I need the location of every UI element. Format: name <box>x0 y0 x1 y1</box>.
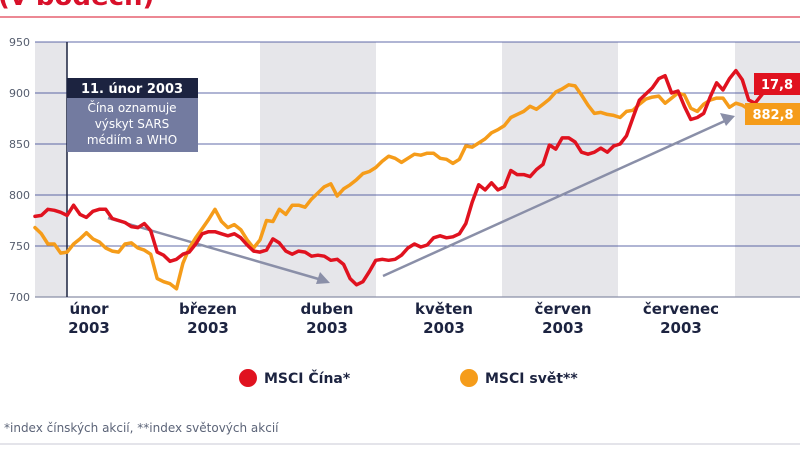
end-label-china: 17,8 <box>761 78 793 93</box>
y-tick-label: 950 <box>9 36 30 49</box>
end-labels: 17,8 882,8 <box>745 73 800 125</box>
series-lines <box>33 68 770 291</box>
x-tick-label-year: 2003 <box>660 319 702 337</box>
end-label-world: 882,8 <box>752 108 793 123</box>
y-axis-ticks: 700 750 800 850 900 950 <box>9 36 30 304</box>
legend-label-world: MSCI svět** <box>485 371 578 387</box>
legend-marker-world <box>460 369 478 387</box>
trend-arrow-down-head <box>316 272 330 284</box>
trend-arrows <box>107 113 735 284</box>
x-tick-label-year: 2003 <box>542 319 584 337</box>
legend: MSCI Čína* MSCI svět** <box>239 369 578 387</box>
end-label-world-bg <box>745 103 800 125</box>
y-tick-label: 850 <box>9 138 30 151</box>
annotation-line-2: výskyt SARS <box>95 117 170 131</box>
y-tick-label: 900 <box>9 87 30 100</box>
trend-arrow-up <box>382 118 728 278</box>
y-tick-label: 750 <box>9 240 30 253</box>
x-tick-label-year: 2003 <box>306 319 348 337</box>
annotation-body-bg <box>67 98 198 152</box>
x-axis-labels: únor 2003 březen 2003 duben 2003 květen … <box>68 300 719 337</box>
x-tick-label-year: 2003 <box>423 319 465 337</box>
chart-title: (v bodech) <box>0 0 154 12</box>
annotation-title: 11. únor 2003 <box>81 82 183 97</box>
y-tick-label: 800 <box>9 189 30 202</box>
y-tick-label: 700 <box>9 291 30 304</box>
series-line-msci-china <box>33 68 770 287</box>
x-tick-label-year: 2003 <box>68 319 110 337</box>
legend-label-china: MSCI Čína* <box>264 369 351 387</box>
x-tick-label-month: červenec <box>643 300 719 318</box>
band-may <box>502 42 618 297</box>
x-tick-label-year: 2003 <box>187 319 229 337</box>
end-label-china-bg <box>754 73 800 95</box>
x-tick-label-month: duben <box>300 300 353 318</box>
x-tick-label-month: březen <box>179 300 237 318</box>
legend-marker-china <box>239 369 257 387</box>
x-tick-label-month: únor <box>69 300 109 318</box>
trend-arrow-up-head <box>720 113 735 126</box>
annotation-header-bg <box>67 78 198 98</box>
series-line-msci-world <box>33 83 770 291</box>
band-jan <box>35 42 67 297</box>
x-tick-label-month: červen <box>534 300 591 318</box>
footnote: *index čínských akcií, **index světových… <box>4 421 279 435</box>
event-annotation: 11. únor 2003 Čína oznamuje výskyt SARS … <box>67 78 198 152</box>
band-mar <box>260 42 376 297</box>
trend-arrow-down <box>107 216 323 282</box>
annotation-line-1: Čína oznamuje <box>87 100 176 115</box>
annotation-line-3: médiím a WHO <box>87 133 177 147</box>
x-tick-label-month: květen <box>415 300 473 318</box>
